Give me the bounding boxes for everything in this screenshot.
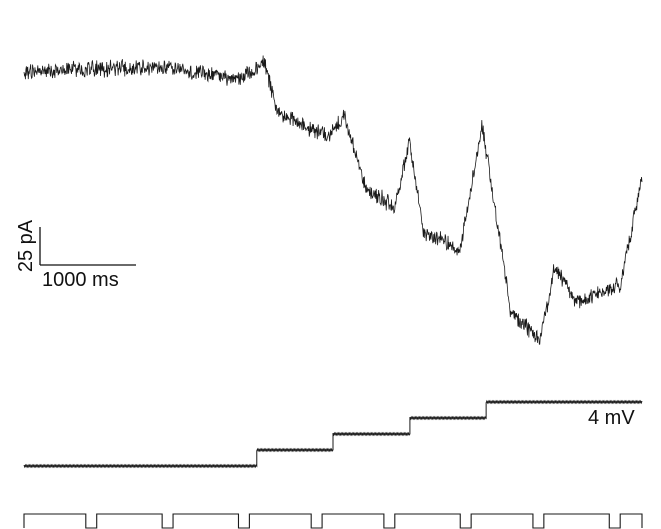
voltage-scale-label: 4 mV xyxy=(588,407,635,429)
scale-bar: 25 pA 1000 ms xyxy=(15,219,136,291)
current-trace-line xyxy=(23,55,643,345)
pulse-trace-group xyxy=(23,513,643,529)
current-trace-group xyxy=(23,55,643,345)
scale-bar-duration-label: 1000 ms xyxy=(42,269,119,291)
scale-bar-amplitude-label: 25 pA xyxy=(15,219,37,272)
voltage-trace-group xyxy=(23,399,643,469)
pulse-train-line xyxy=(23,513,643,529)
voltage-staircase-line xyxy=(23,399,643,469)
